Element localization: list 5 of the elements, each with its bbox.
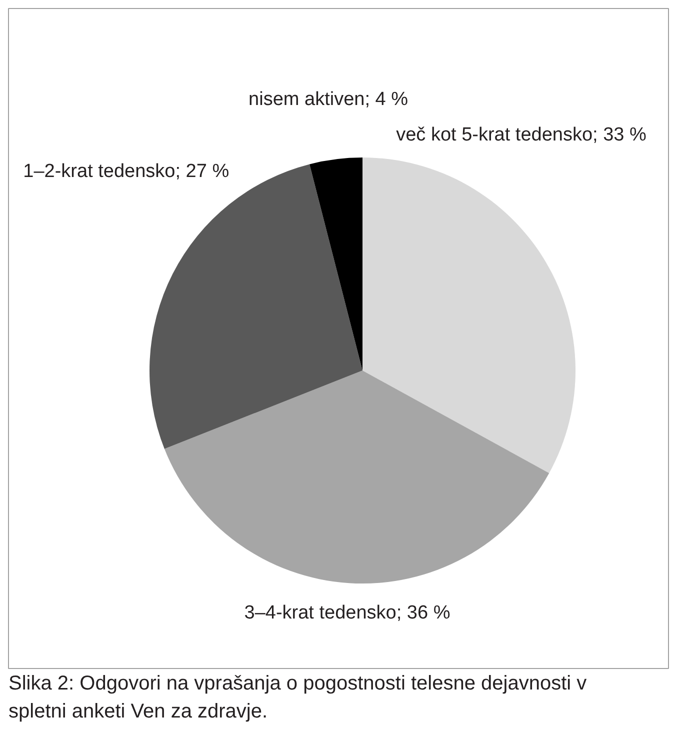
slice-label: 1–2-krat tedensko; 27 %	[23, 161, 230, 182]
slice-label: 3–4-krat tedensko; 36 %	[244, 602, 450, 624]
text: Slika 2: Odgovori na vprašanja o pogostnosti telesne dejavnosti v spletni anketi Ven za zdravje.	[8, 672, 587, 722]
slice-label: nisem aktiven; 4 %	[248, 89, 408, 110]
slice-label: več kot 5-krat tedensko; 33 %	[396, 124, 646, 146]
